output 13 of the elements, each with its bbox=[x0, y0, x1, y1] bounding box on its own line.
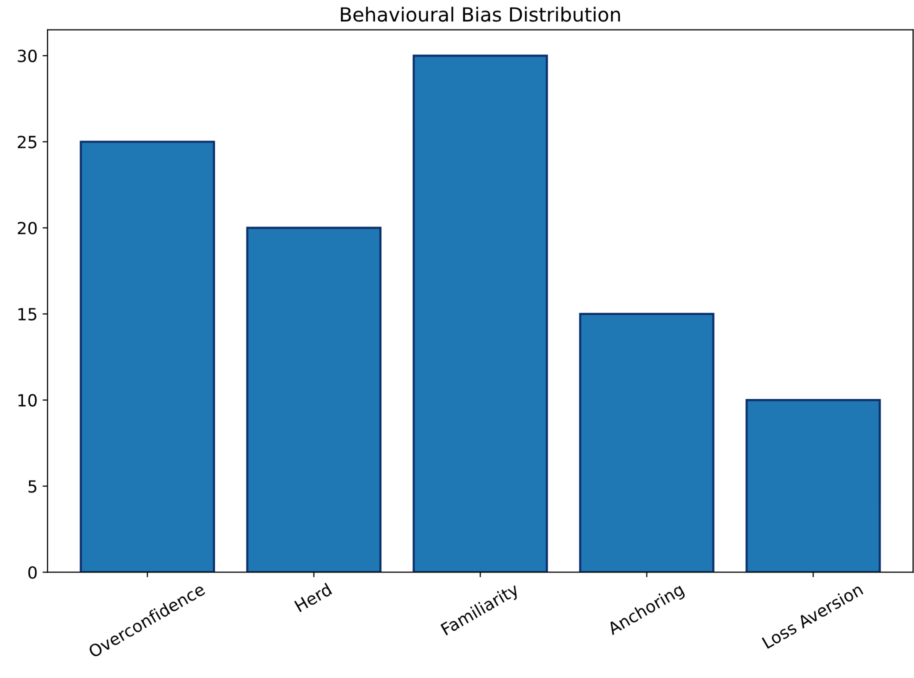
bar bbox=[579, 312, 714, 572]
y-tick-label: 25 bbox=[18, 136, 36, 148]
y-tick-label: 10 bbox=[18, 394, 37, 407]
y-tick-label: 0 bbox=[28, 566, 37, 579]
chart-title: Behavioural Bias Distribution bbox=[340, 6, 620, 22]
y-tick-label: 30 bbox=[18, 50, 37, 62]
y-tick-label: 15 bbox=[18, 308, 36, 321]
bar bbox=[246, 226, 382, 572]
bar bbox=[746, 398, 881, 572]
y-tick-label: 20 bbox=[18, 222, 37, 234]
bar bbox=[412, 54, 548, 572]
y-tick-label: 5 bbox=[28, 480, 36, 493]
bar bbox=[80, 140, 216, 572]
